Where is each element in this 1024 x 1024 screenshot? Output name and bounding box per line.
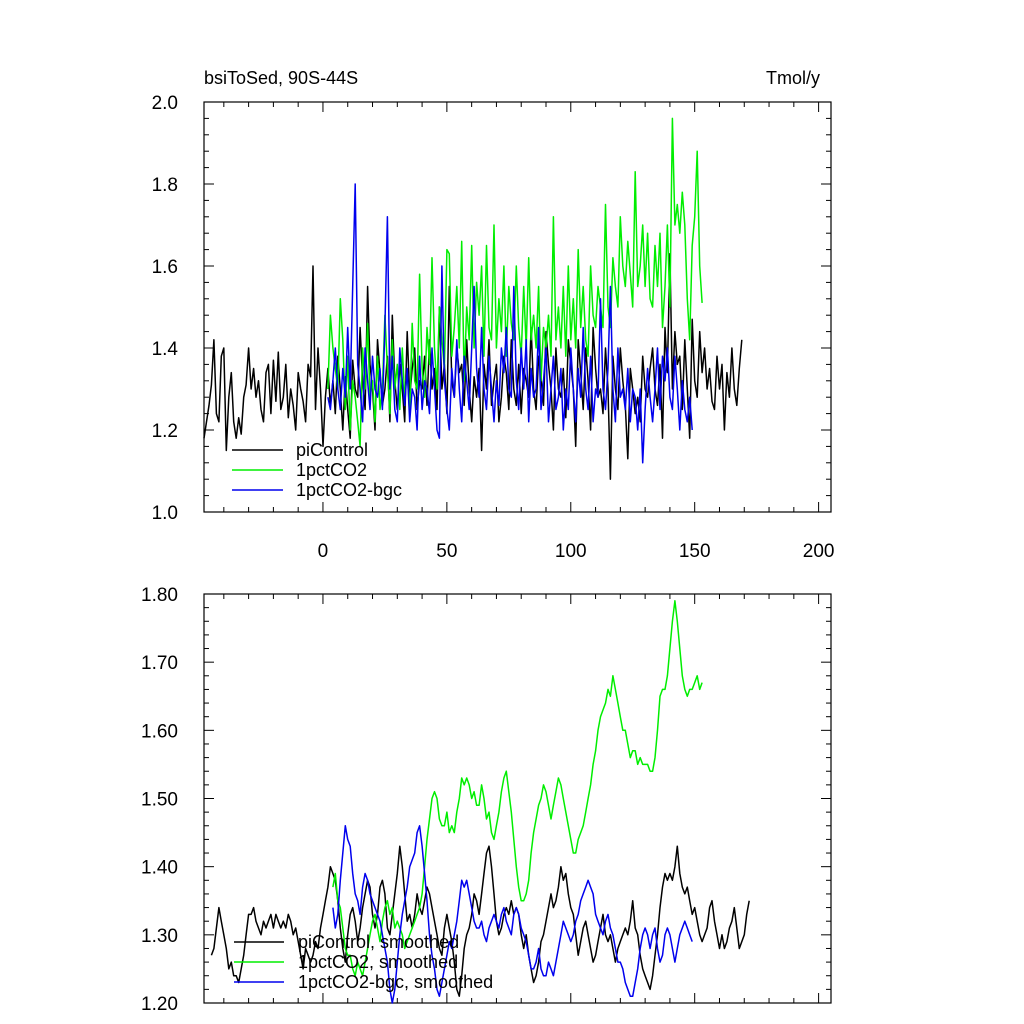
top-chart-title: bsiToSed, 90S-44S bbox=[204, 68, 358, 88]
series-line-1pctco2-bgc-smoothed bbox=[332, 825, 693, 1004]
y-tick-label: 1.2 bbox=[152, 421, 178, 442]
series-line-1pctco2-smoothed bbox=[332, 600, 703, 977]
top-chart-panel: bsiToSed, 90S-44S Tmol/y 1.0 1.2 1.4 1.6 1.8… bbox=[152, 68, 835, 562]
legend-label: piControl, smoothed bbox=[298, 932, 459, 952]
series-line-1pctco2 bbox=[327, 117, 703, 448]
x-tick-label: 50 bbox=[436, 541, 457, 562]
x-tick-label: 200 bbox=[803, 541, 835, 562]
plot-frame bbox=[203, 101, 832, 513]
legend-label: 1pctCO2 bbox=[296, 460, 367, 480]
bottom-chart-panel: 1.20 1.30 1.40 1.50 1.60 1.70 1.80 piControl, s… bbox=[141, 585, 832, 1015]
series-line-1pctco2-bgc bbox=[327, 183, 693, 464]
y-tick-label: 1.0 bbox=[152, 503, 178, 524]
y-tick-label: 1.50 bbox=[141, 790, 178, 811]
series-line-picontrol bbox=[203, 252, 743, 480]
legend-label: 1pctCO2-bgc, smoothed bbox=[298, 972, 493, 992]
y-tick-label: 1.60 bbox=[141, 721, 178, 742]
y-tick-label: 1.6 bbox=[152, 257, 178, 278]
legend-label: piControl bbox=[296, 440, 368, 460]
y-tick-label: 1.70 bbox=[141, 653, 178, 674]
legend-label: 1pctCO2-bgc bbox=[296, 480, 402, 500]
x-tick-label: 100 bbox=[555, 541, 587, 562]
y-tick-label: 1.40 bbox=[141, 858, 178, 879]
x-tick-label: 150 bbox=[679, 541, 711, 562]
top-chart-units: Tmol/y bbox=[766, 68, 820, 88]
y-tick-label: 1.4 bbox=[152, 339, 179, 360]
y-tick-label: 1.20 bbox=[141, 994, 178, 1015]
y-tick-label: 1.8 bbox=[152, 175, 178, 196]
series-line-picontrol-smoothed bbox=[210, 845, 750, 997]
y-tick-label: 1.30 bbox=[141, 926, 178, 947]
y-tick-label: 2.0 bbox=[152, 93, 178, 114]
legend-label: 1pctCO2, smoothed bbox=[298, 952, 458, 972]
y-tick-label: 1.80 bbox=[141, 585, 178, 606]
x-tick-label: 0 bbox=[318, 541, 329, 562]
